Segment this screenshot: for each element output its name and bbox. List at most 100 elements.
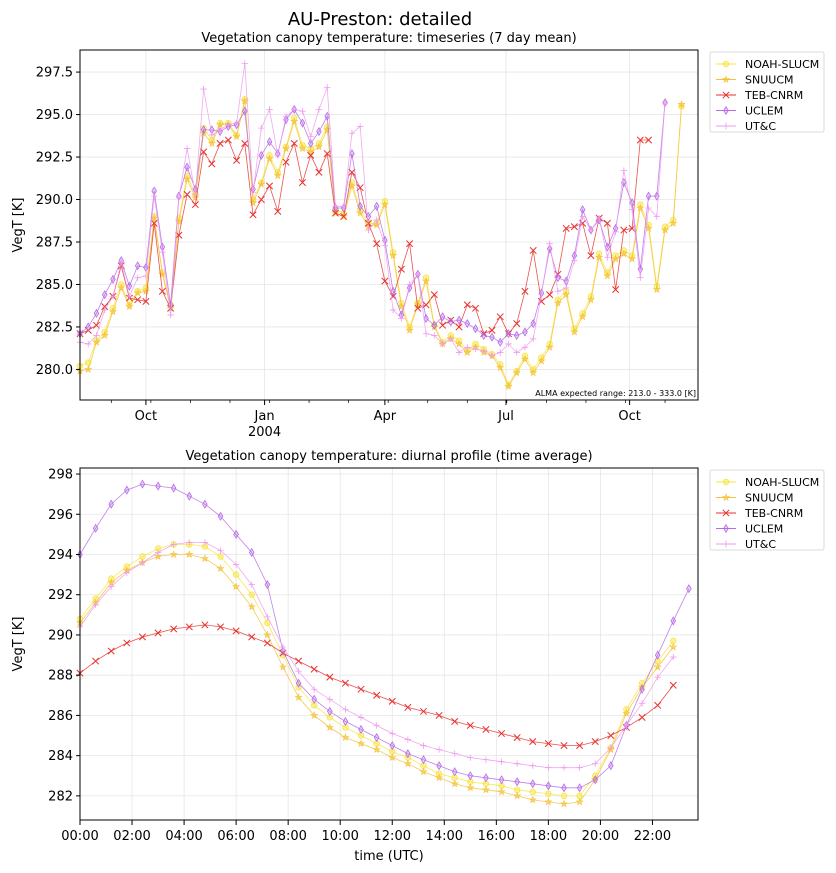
data-point: [530, 318, 536, 329]
x-tick-label: Oct: [618, 409, 640, 424]
legend-label: TEB-CNRM: [744, 507, 803, 520]
data-point: [373, 201, 380, 211]
y-tick-label: 287.5: [36, 235, 73, 250]
data-point: [150, 192, 158, 200]
data-point: [138, 633, 147, 641]
legend-marker: [722, 122, 730, 130]
data-point: [316, 126, 322, 137]
x-tick-label: 20:00: [582, 829, 619, 844]
data-point: [200, 125, 207, 135]
data-point: [488, 352, 496, 360]
data-point: [638, 713, 646, 721]
data-point: [464, 344, 471, 351]
data-point: [653, 213, 660, 220]
data-point: [85, 322, 92, 332]
data-point: [266, 137, 273, 147]
data-point: [201, 621, 209, 629]
data-point: [544, 797, 553, 806]
data-point: [186, 491, 193, 501]
data-point: [170, 625, 178, 633]
data-point: [431, 320, 438, 330]
data-point: [92, 601, 99, 608]
data-point: [435, 746, 443, 753]
data-point: [185, 623, 193, 631]
data-point: [513, 791, 522, 800]
x-axis-label: time (UTC): [354, 849, 423, 864]
data-point: [472, 345, 479, 353]
data-point: [356, 123, 364, 130]
legend: NOAH-SLUCM SNUUCM TEB-CNRM UCLEM UT&C: [709, 51, 825, 133]
data-point: [242, 106, 248, 116]
data-point: [356, 739, 366, 748]
data-point: [545, 781, 552, 791]
data-point: [455, 323, 463, 331]
data-point: [463, 348, 472, 356]
data-point: [436, 761, 442, 771]
x-tick-label: 16:00: [478, 829, 515, 844]
data-point: [249, 211, 257, 219]
x-tick-label: Apr: [374, 409, 397, 424]
data-point: [420, 755, 427, 765]
data-point: [653, 662, 662, 671]
data-point: [466, 721, 474, 730]
y-tick-label: 292: [48, 588, 73, 603]
data-point: [110, 274, 116, 284]
data-point: [274, 152, 281, 159]
data-point: [497, 787, 506, 796]
data-point: [247, 602, 256, 611]
legend-label: UT&C: [745, 120, 776, 133]
data-point: [373, 691, 381, 699]
plot-frame: [79, 467, 699, 821]
data-point: [265, 154, 274, 163]
data-point: [505, 329, 512, 339]
data-point: [467, 771, 474, 781]
series-line-uclem: [79, 102, 666, 343]
data-point: [538, 291, 545, 298]
data-point: [299, 118, 306, 128]
data-point: [373, 732, 380, 743]
legend-item-ut-c: UT&C: [716, 120, 776, 133]
data-point: [158, 287, 166, 295]
data-point: [620, 167, 628, 174]
data-point: [529, 762, 536, 769]
data-point: [464, 318, 471, 329]
data-point: [497, 349, 504, 356]
legend-label: UCLEM: [745, 105, 783, 118]
data-point: [143, 262, 149, 273]
data-point: [670, 653, 677, 661]
data-point: [661, 99, 669, 106]
data-point: [216, 564, 225, 573]
data-point: [306, 147, 315, 156]
data-point: [323, 150, 331, 158]
data-point: [529, 368, 538, 377]
data-point: [608, 761, 614, 771]
data-point: [216, 623, 225, 631]
y-tick-label: 280.0: [36, 363, 73, 378]
series-line-noah-slucm: [79, 544, 674, 797]
data-point: [216, 139, 224, 148]
data-point: [125, 302, 134, 311]
data-point: [448, 317, 454, 327]
data-point: [241, 60, 248, 67]
data-point: [560, 764, 568, 771]
data-point: [100, 331, 109, 339]
data-point: [92, 321, 101, 329]
data-point: [373, 240, 381, 248]
data-point: [546, 291, 554, 299]
data-point: [414, 271, 422, 278]
data-point: [175, 194, 183, 202]
data-point: [537, 356, 546, 365]
data-point: [264, 613, 271, 621]
data-point: [670, 616, 677, 626]
data-point: [466, 783, 475, 792]
data-point: [123, 569, 131, 576]
data-point: [326, 696, 334, 703]
data-point: [294, 693, 303, 701]
data-point: [654, 650, 661, 660]
data-point: [669, 642, 678, 651]
data-point: [93, 332, 100, 339]
data-point: [654, 701, 662, 709]
data-point: [299, 107, 306, 115]
data-point: [454, 339, 464, 348]
data-point: [489, 332, 495, 342]
